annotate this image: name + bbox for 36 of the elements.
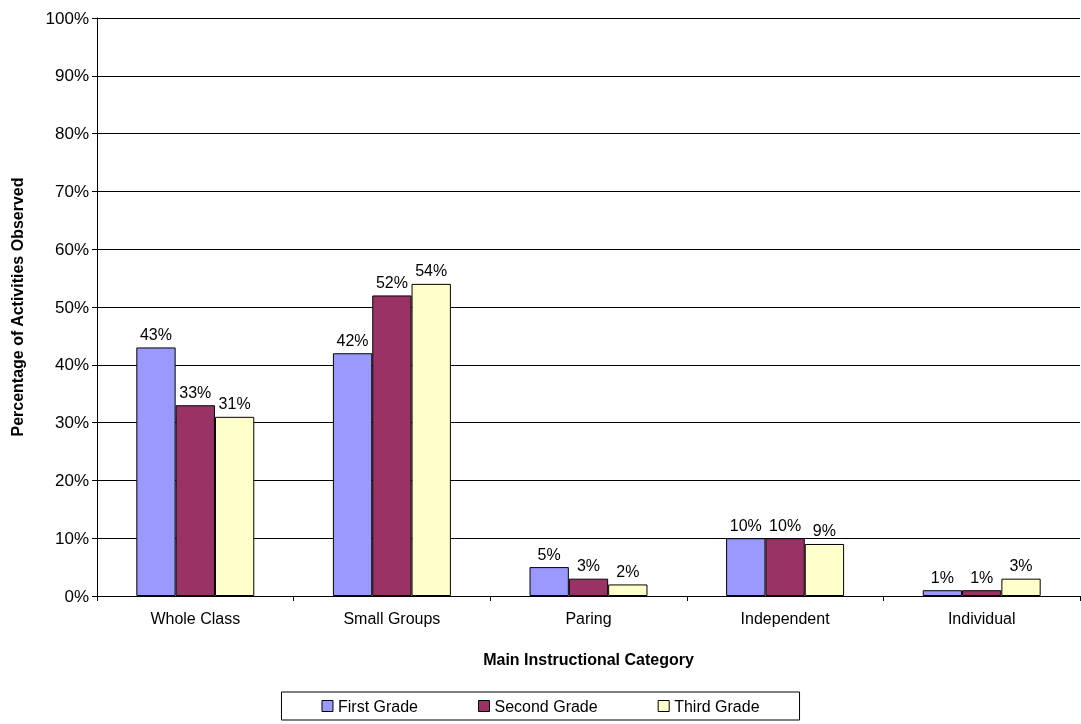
y-tick-label: 70% — [54, 181, 89, 201]
y-tick-label: 20% — [54, 470, 89, 490]
y-tick-label: 40% — [54, 355, 89, 375]
legend-label: Third Grade — [674, 697, 760, 715]
data-label: 1% — [970, 568, 994, 586]
y-tick-label: 80% — [54, 124, 89, 144]
y-tick-label: 90% — [54, 66, 89, 86]
x-tick-label: Individual — [947, 609, 1016, 627]
data-label: 10% — [729, 516, 762, 534]
data-label: 42% — [336, 331, 369, 349]
data-label: 1% — [930, 568, 954, 586]
y-tick-label: 50% — [54, 297, 89, 317]
x-axis-title: Main Instructional Category — [483, 650, 694, 668]
y-tick-label: 30% — [54, 413, 89, 433]
y-tick-label: 100% — [45, 8, 89, 28]
data-label: 33% — [179, 383, 212, 401]
data-label: 43% — [139, 325, 172, 343]
x-tick-label: Whole Class — [150, 609, 241, 627]
y-tick-label: 10% — [54, 528, 89, 548]
y-tick-label: 60% — [54, 239, 89, 259]
data-label: 5% — [537, 545, 561, 563]
y-tick-label: 0% — [64, 586, 89, 606]
data-label: 3% — [576, 557, 601, 575]
x-tick-label: Small Groups — [343, 609, 441, 627]
legend-label: First Grade — [337, 697, 419, 715]
data-label: 31% — [218, 395, 251, 413]
data-label: 54% — [415, 262, 448, 280]
y-axis-title: Percentage of Activities Observed — [8, 177, 26, 437]
legend-label: Second Grade — [494, 697, 598, 715]
data-label: 52% — [375, 273, 408, 291]
x-tick-label: Paring — [565, 609, 612, 627]
data-label: 9% — [812, 522, 836, 540]
data-label: 3% — [1009, 557, 1033, 575]
data-label: 2% — [616, 562, 640, 580]
data-label: 10% — [769, 516, 802, 534]
x-tick-label: Independent — [740, 609, 831, 627]
